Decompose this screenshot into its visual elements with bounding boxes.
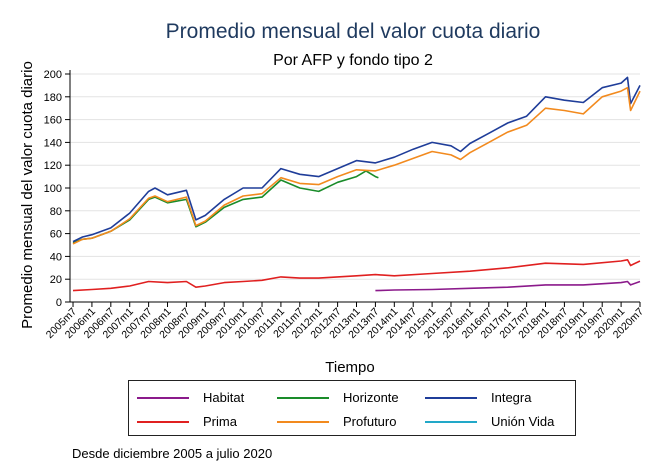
- legend-label: Horizonte: [343, 390, 399, 405]
- y-tick-label: 60: [50, 229, 62, 241]
- series-line-horizonte: [72, 170, 379, 244]
- y-tick-label: 120: [44, 160, 62, 172]
- series-line-integra: [72, 76, 641, 243]
- y-axis-ticks: 0 20 40 60 80 100 120 140 160 180 200: [44, 69, 70, 309]
- chart-subtitle: Por AFP y fondo tipo 2: [273, 52, 433, 69]
- legend-item-horizonte: Horizonte: [277, 390, 399, 405]
- legend-label: Unión Vida: [491, 414, 555, 429]
- chart-title: Promedio mensual del valor cuota diario: [165, 20, 541, 43]
- y-tick-label: 80: [50, 206, 62, 218]
- legend-label: Profuturo: [343, 414, 397, 429]
- legend-item-uni-n-vida: Unión Vida: [425, 414, 554, 429]
- x-axis-label: Tiempo: [325, 359, 374, 376]
- series-line-habitat: [375, 280, 641, 292]
- axes: [69, 70, 640, 303]
- legend-swatch: [425, 420, 477, 423]
- footnote: Desde diciembre 2005 a julio 2020: [72, 446, 273, 461]
- y-tick-label: 0: [56, 297, 62, 309]
- legend-item-integra: Integra: [425, 390, 531, 405]
- legend-swatch: [137, 420, 189, 423]
- x-axis-ticks: 2005m72006m12006m72007m12007m72008m12008…: [44, 302, 646, 341]
- y-tick-label: 180: [44, 92, 62, 104]
- legend-label: Integra: [491, 390, 532, 405]
- y-tick-label: 160: [44, 115, 62, 127]
- legend: Habitat Horizonte Integra Prima Profuturo Uni…: [128, 380, 576, 436]
- legend-item-habitat: Habitat: [137, 390, 244, 405]
- legend-swatch: [277, 420, 329, 423]
- grid-lines: [70, 73, 640, 303]
- y-tick-label: 140: [44, 137, 62, 149]
- y-tick-label: 200: [44, 69, 62, 81]
- legend-swatch: [137, 396, 189, 399]
- y-tick-label: 40: [50, 251, 62, 263]
- y-tick-label: 100: [44, 183, 62, 195]
- line-chart: 0 20 40 60 80 100 120 140 160 180 200 2005m72006m1…: [19, 61, 646, 376]
- legend-label: Habitat: [203, 390, 245, 405]
- y-tick-label: 20: [50, 274, 62, 286]
- series-line-prima: [72, 259, 641, 292]
- legend-item-profuturo: Profuturo: [277, 414, 396, 429]
- legend-item-prima: Prima: [137, 414, 237, 429]
- legend-swatch: [277, 396, 329, 399]
- series-lines: [72, 76, 641, 292]
- y-axis-label: Promedio mensual del valor cuota diario: [19, 61, 36, 329]
- series-line-profuturo: [72, 86, 641, 245]
- legend-label: Prima: [203, 414, 237, 429]
- legend-swatch: [425, 396, 477, 399]
